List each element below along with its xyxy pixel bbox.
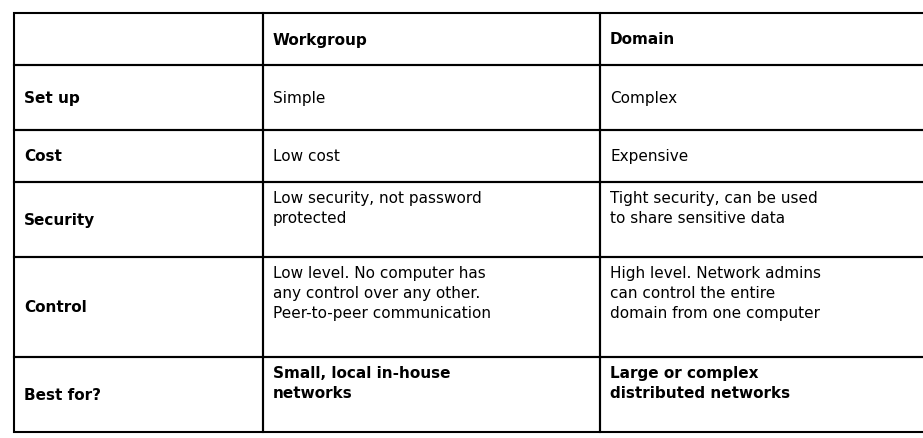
Bar [263, 258, 600, 357]
Bar [263, 183, 600, 258]
Text: Best for?: Best for? [24, 387, 101, 402]
Bar [14, 183, 263, 258]
Text: Low level. No computer has
any control over any other.
Peer-to-peer communicatio: Low level. No computer has any control o… [273, 265, 491, 320]
Text: Domain: Domain [610, 32, 676, 47]
Text: Simple: Simple [273, 91, 326, 106]
Bar [263, 66, 600, 131]
Bar [14, 66, 263, 131]
Text: Large or complex
distributed networks: Large or complex distributed networks [610, 365, 790, 400]
Text: Tight security, can be used
to share sensitive data: Tight security, can be used to share sen… [610, 191, 818, 225]
Bar [14, 14, 263, 66]
Bar [14, 131, 263, 183]
Bar [600, 183, 923, 258]
Text: Set up: Set up [24, 91, 79, 106]
Text: Expensive: Expensive [610, 149, 689, 164]
Text: Cost: Cost [24, 149, 62, 164]
Text: Low security, not password
protected: Low security, not password protected [273, 191, 482, 225]
Bar [600, 131, 923, 183]
Bar [263, 357, 600, 432]
Text: Complex: Complex [610, 91, 677, 106]
Bar [600, 357, 923, 432]
Bar [600, 14, 923, 66]
Text: Low cost: Low cost [273, 149, 340, 164]
Bar [14, 357, 263, 432]
Bar [600, 66, 923, 131]
Text: Small, local in-house
networks: Small, local in-house networks [273, 365, 450, 400]
Bar [263, 14, 600, 66]
Bar [14, 258, 263, 357]
Text: High level. Network admins
can control the entire
domain from one computer: High level. Network admins can control t… [610, 265, 821, 320]
Bar [600, 258, 923, 357]
Text: Control: Control [24, 300, 87, 315]
Text: Security: Security [24, 212, 95, 227]
Text: Workgroup: Workgroup [273, 32, 367, 47]
Bar [263, 131, 600, 183]
